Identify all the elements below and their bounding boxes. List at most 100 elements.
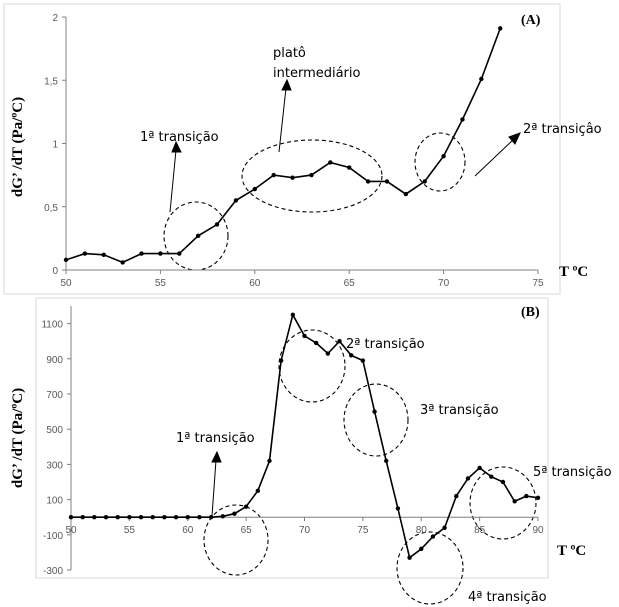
x-tick-label-b: 85: [474, 525, 486, 536]
data-point-a: [82, 251, 88, 256]
data-point-a: [158, 251, 163, 256]
data-point-b: [138, 515, 144, 520]
circle-b-2nd-transition: [278, 329, 346, 403]
data-point-b: [395, 506, 401, 511]
y-tick-label-b: 500: [46, 425, 63, 436]
circle-a-plateau: [241, 139, 383, 213]
y-tick-label-b: 1100: [41, 320, 63, 331]
plot-a: 50 55 60 65 70 75 0 0,5 1 1,5 2: [44, 13, 544, 289]
annotation-a-plateau: platô: [273, 46, 306, 61]
y-tick-label-b: 700: [46, 390, 63, 401]
panel-b-frame: [35, 297, 549, 579]
x-tick-label-b: 90: [532, 525, 544, 536]
data-point-a: [441, 153, 446, 159]
data-point-b: [162, 515, 167, 520]
y-tick-label-a: 2: [52, 13, 58, 24]
x-tick-label-a: 75: [532, 278, 544, 289]
data-point-b: [430, 534, 436, 539]
data-point-b: [127, 515, 132, 520]
data-point-b: [500, 479, 506, 485]
series-line-a: [65, 28, 501, 264]
data-point-a: [422, 179, 427, 184]
circle-b-4th-transition: [396, 531, 464, 605]
data-point-b: [278, 358, 284, 363]
arrow-a-1st-line: [169, 149, 177, 213]
data-point-b: [512, 499, 517, 504]
data-point-a: [328, 160, 333, 165]
circle-b-1st-transition: [203, 504, 269, 576]
y-tick-label-a: 0: [52, 266, 58, 277]
data-point-b: [465, 476, 471, 481]
x-tick-label-a: 50: [60, 278, 72, 289]
data-point-a: [139, 251, 144, 256]
y-tick-label-a: 0,5: [44, 203, 58, 214]
data-point-b: [489, 474, 494, 479]
y-tick-label-b: 300: [46, 460, 63, 471]
data-point-b: [349, 353, 354, 358]
data-point-a: [177, 251, 182, 256]
data-point-a: [309, 172, 314, 178]
annotation-a-1st-transition: 1ª transição: [140, 130, 219, 145]
arrow-a-2nd-line: [474, 138, 515, 177]
data-point-b: [384, 458, 389, 464]
data-point-a: [290, 175, 295, 180]
y-tick-label-a: 1,5: [44, 76, 58, 87]
panel-b-x-axis-label: T ºC: [557, 543, 586, 559]
arrow-b-1st-line: [211, 459, 217, 517]
data-point-a: [384, 179, 390, 184]
data-point-a: [271, 172, 276, 178]
series-line-b: [71, 312, 539, 560]
x-tick-label-a: 55: [155, 278, 167, 289]
annotation-b-1st-transition: 1ª transição: [176, 431, 255, 446]
data-point-b: [325, 351, 331, 356]
y-tick-label-b: 100: [46, 496, 63, 507]
annotation-b-4th-transition: 4ª transição: [468, 590, 547, 605]
annotation-b-2nd-transition: 2ª transição: [346, 337, 425, 352]
data-point-b: [337, 339, 342, 344]
x-tick-label-b: 50: [65, 525, 77, 536]
circle-b-3rd-transition: [343, 383, 409, 457]
data-point-b: [68, 515, 74, 520]
plot-b: 50 55 60 65 70 75 80 85 90 -300 -100 100 300 500 700 90…: [41, 306, 544, 577]
data-point-b: [524, 493, 529, 499]
x-tick-label-b: 70: [299, 525, 311, 536]
annotation-b-5th-transition: 5ª transição: [533, 465, 612, 480]
circle-a-2nd-transition: [414, 132, 466, 192]
data-point-a: [252, 186, 257, 192]
data-point-b: [535, 495, 541, 501]
y-tick-label-b: -300: [43, 566, 63, 577]
arrow-a-2nd-head: [508, 132, 521, 145]
data-point-b: [313, 340, 319, 346]
data-point-b: [243, 504, 249, 509]
arrow-b-1st-head: [211, 450, 222, 463]
data-point-b: [197, 515, 202, 520]
data-point-b: [477, 465, 482, 471]
data-point-b: [360, 358, 366, 363]
x-tick-label-b: 55: [124, 525, 136, 536]
arrow-a-plateau-line: [278, 87, 287, 153]
data-point-b: [372, 409, 377, 414]
data-point-a: [101, 252, 106, 258]
data-point-b: [419, 546, 424, 552]
data-point-b: [454, 493, 459, 499]
data-point-a: [498, 26, 503, 31]
data-point-b: [173, 515, 179, 520]
data-point-b: [80, 515, 85, 520]
data-point-b: [115, 515, 120, 520]
data-point-b: [442, 525, 447, 530]
panel-b-label: (B): [521, 305, 540, 320]
x-tick-label-a: 70: [438, 278, 450, 289]
data-point-b: [220, 514, 225, 519]
data-point-a: [479, 76, 484, 82]
annotation-b-3rd-transition: 3ª transição: [420, 403, 499, 418]
data-point-b: [185, 515, 190, 520]
data-point-b: [290, 312, 296, 317]
data-point-a: [195, 233, 201, 239]
data-point-b: [150, 515, 155, 520]
data-point-b: [103, 515, 109, 520]
data-point-a: [460, 117, 465, 122]
data-point-b: [302, 333, 307, 339]
data-point-a: [403, 191, 409, 197]
panel-a-x-axis-label: T ºC: [559, 264, 588, 280]
